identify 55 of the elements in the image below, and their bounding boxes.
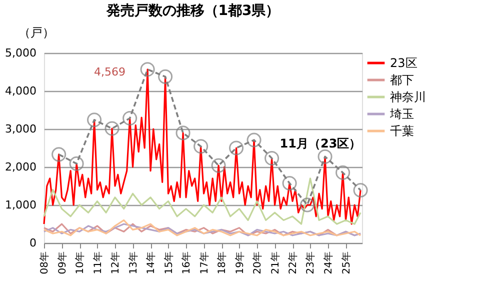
x-tick-label: 08年 — [38, 252, 50, 274]
x-tick-label: 18年 — [216, 252, 228, 274]
point — [318, 149, 332, 164]
y-tick-label: 1,000 — [5, 198, 36, 212]
y-tick-label: 2,000 — [5, 160, 36, 174]
y-tick-label: 0 — [30, 236, 36, 250]
line-series — [43, 178, 362, 225]
x-tick-label: 21年 — [269, 252, 282, 274]
y-axis-title: （戸） — [18, 26, 54, 40]
x-tick-label: 25年 — [340, 252, 352, 274]
point — [282, 176, 297, 190]
line-series — [43, 68, 362, 225]
legend-label: 23区 — [390, 56, 418, 70]
y-tick-label: 4,000 — [5, 84, 36, 98]
legend-label: 都下 — [390, 73, 414, 87]
point — [122, 110, 138, 126]
line-series — [43, 219, 362, 236]
point — [229, 140, 244, 156]
point — [353, 182, 368, 198]
x-tick-label: 13年 — [127, 252, 140, 274]
point — [140, 62, 155, 77]
point — [104, 121, 120, 136]
x-tick-label: 19年 — [234, 252, 246, 274]
point — [300, 198, 315, 212]
x-tick-label: 14年 — [145, 252, 158, 274]
point — [176, 126, 190, 140]
x-tick-label: 12年 — [109, 252, 122, 274]
y-tick-label: 5,000 — [5, 46, 36, 60]
x-tick-label: 11年 — [92, 252, 104, 274]
x-tick-label: 24年 — [322, 252, 334, 274]
x-tick-label: 10年 — [74, 252, 86, 274]
point — [336, 165, 350, 180]
point — [158, 69, 173, 84]
point — [246, 132, 262, 148]
y-tick-label: 3,000 — [5, 122, 36, 136]
x-tick-label: 22年 — [287, 252, 300, 274]
point — [264, 151, 280, 166]
series-label: 11月（23区） — [280, 136, 362, 150]
x-tick-label: 23年 — [304, 252, 317, 274]
legend-label: 神奈川 — [390, 90, 426, 104]
point — [87, 112, 102, 128]
line-series — [43, 223, 362, 236]
x-tick-label: 16年 — [180, 252, 192, 274]
x-tick-label: 20年 — [251, 252, 264, 274]
x-tick-label: 09年 — [56, 252, 68, 274]
chart-title: 発売戸数の推移（1都3県） — [105, 3, 280, 19]
legend-label: 千葉 — [390, 124, 414, 138]
x-tick-label: 17年 — [198, 252, 210, 274]
point — [69, 156, 84, 171]
x-tick-label: 15年 — [162, 252, 175, 274]
legend-label: 埼玉 — [389, 107, 414, 121]
point — [52, 147, 66, 162]
point — [194, 139, 208, 154]
annotation: 4,569 — [94, 65, 126, 78]
point — [211, 158, 226, 173]
